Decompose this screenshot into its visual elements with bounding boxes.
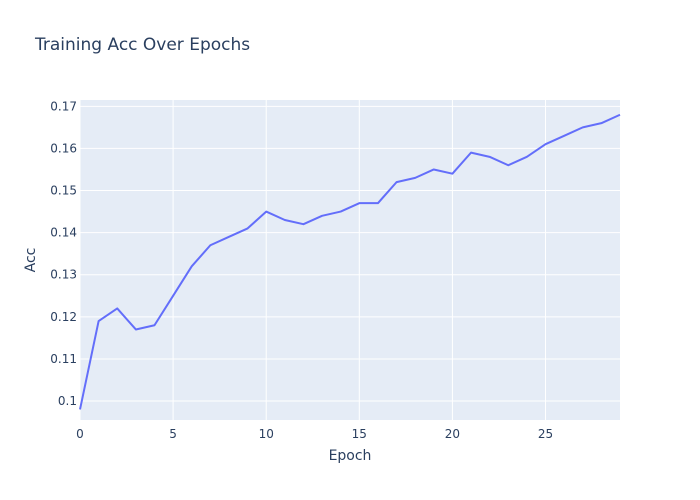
chart-title: Training Acc Over Epochs — [34, 35, 250, 55]
y-tick-label: 0.12 — [50, 310, 77, 324]
y-tick-label: 0.11 — [50, 352, 77, 366]
y-tick-label: 0.15 — [50, 184, 77, 198]
plot-area — [80, 100, 620, 420]
y-tick-label: 0.17 — [50, 99, 77, 113]
y-tick-label: 0.1 — [58, 394, 77, 408]
x-tick-label: 20 — [445, 427, 460, 441]
x-axis-title: Epoch — [329, 448, 372, 464]
y-tick-label: 0.16 — [50, 141, 77, 155]
series-layer — [79, 113, 621, 410]
x-tick-label: 25 — [538, 427, 553, 441]
y-axis-title: Acc — [23, 248, 39, 273]
x-tick-label: 0 — [76, 427, 84, 441]
grid — [79, 100, 620, 420]
x-tick-label: 5 — [169, 427, 177, 441]
x-tick-label: 10 — [259, 427, 274, 441]
y-axis-ticks: 0.1 0.11 0.12 0.13 0.14 0.15 0.16 0.17 — [50, 99, 77, 408]
x-axis-ticks: 0 5 10 15 20 25 — [76, 427, 553, 441]
x-tick-label: 15 — [352, 427, 367, 441]
series-line — [79, 113, 621, 410]
y-tick-label: 0.13 — [50, 268, 77, 282]
y-tick-label: 0.14 — [50, 226, 77, 240]
